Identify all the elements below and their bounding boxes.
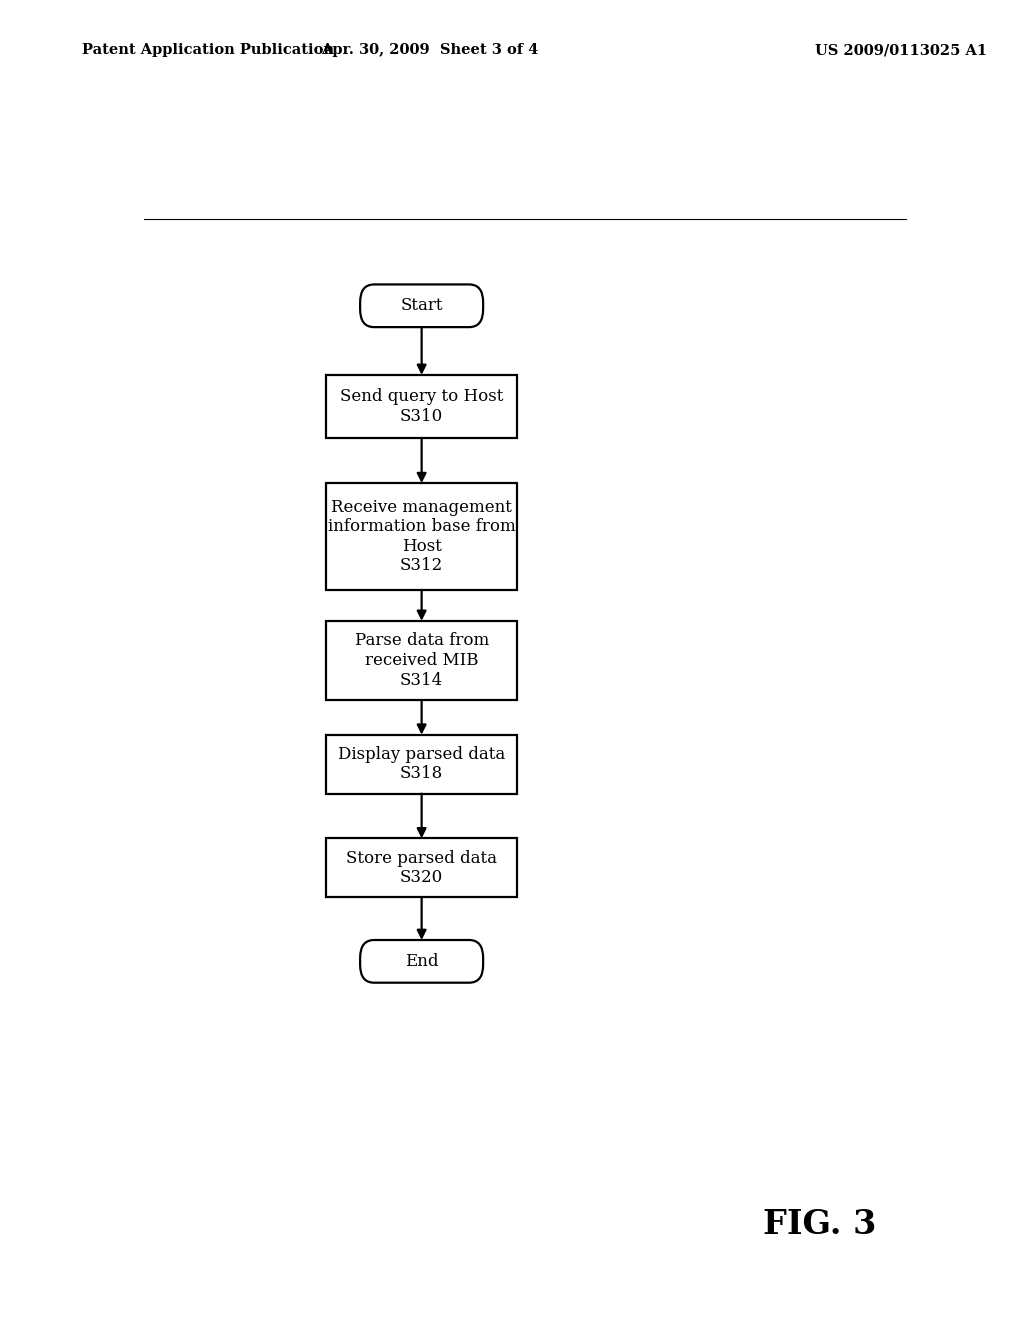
FancyBboxPatch shape — [360, 284, 483, 327]
Text: FIG. 3: FIG. 3 — [763, 1209, 876, 1241]
Bar — [327, 483, 517, 590]
Text: Patent Application Publication: Patent Application Publication — [82, 44, 334, 57]
Text: Store parsed data
S320: Store parsed data S320 — [346, 850, 497, 886]
Bar — [327, 375, 517, 438]
Bar — [327, 620, 517, 700]
Text: US 2009/0113025 A1: US 2009/0113025 A1 — [815, 44, 987, 57]
FancyBboxPatch shape — [360, 940, 483, 982]
Text: Apr. 30, 2009  Sheet 3 of 4: Apr. 30, 2009 Sheet 3 of 4 — [322, 44, 539, 57]
Text: Receive management
information base from
Host
S312: Receive management information base from… — [328, 499, 515, 574]
Bar — [327, 735, 517, 793]
Bar — [327, 838, 517, 898]
Text: Parse data from
received MIB
S314: Parse data from received MIB S314 — [354, 632, 488, 689]
Text: Display parsed data
S318: Display parsed data S318 — [338, 746, 505, 783]
Text: Send query to Host
S310: Send query to Host S310 — [340, 388, 504, 425]
Text: Start: Start — [400, 297, 443, 314]
Text: End: End — [404, 953, 438, 970]
